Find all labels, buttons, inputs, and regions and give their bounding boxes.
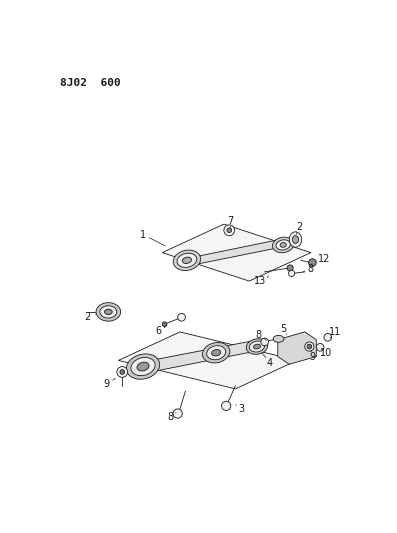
Circle shape [261, 338, 268, 346]
Ellipse shape [104, 309, 112, 314]
Text: 9: 9 [104, 378, 110, 389]
Ellipse shape [272, 237, 294, 253]
Text: 1: 1 [140, 230, 146, 240]
Text: 8: 8 [167, 411, 173, 422]
Polygon shape [139, 339, 263, 374]
Ellipse shape [273, 335, 284, 342]
Circle shape [307, 344, 312, 349]
Text: 4: 4 [267, 358, 273, 368]
Text: 2: 2 [296, 222, 303, 232]
Circle shape [117, 367, 127, 377]
Ellipse shape [96, 303, 121, 321]
Circle shape [173, 409, 182, 418]
Ellipse shape [131, 358, 155, 376]
Ellipse shape [202, 343, 230, 363]
Text: 10: 10 [320, 348, 332, 358]
Text: 7: 7 [227, 216, 234, 226]
Ellipse shape [293, 236, 299, 244]
Circle shape [178, 313, 185, 321]
Ellipse shape [182, 257, 191, 263]
Circle shape [120, 370, 125, 374]
Circle shape [305, 342, 314, 351]
Polygon shape [118, 332, 297, 389]
Text: 3: 3 [239, 404, 245, 414]
Ellipse shape [249, 341, 265, 352]
Circle shape [227, 228, 231, 232]
Circle shape [287, 265, 293, 271]
Circle shape [224, 225, 235, 236]
Circle shape [316, 343, 324, 351]
Polygon shape [278, 332, 316, 364]
Circle shape [289, 270, 295, 277]
Ellipse shape [173, 250, 200, 271]
Text: 12: 12 [318, 254, 330, 264]
Polygon shape [185, 238, 287, 266]
Ellipse shape [126, 354, 160, 379]
Ellipse shape [276, 240, 291, 250]
Ellipse shape [280, 243, 286, 247]
Text: 8J02  600: 8J02 600 [60, 78, 121, 88]
Polygon shape [162, 224, 311, 281]
Circle shape [222, 401, 231, 410]
Ellipse shape [254, 344, 260, 349]
Text: 2: 2 [85, 312, 91, 322]
Circle shape [162, 322, 167, 327]
Text: 5: 5 [280, 324, 286, 334]
Ellipse shape [100, 306, 117, 318]
Text: 13: 13 [254, 276, 266, 286]
Text: 8: 8 [307, 264, 313, 274]
Text: 11: 11 [330, 327, 342, 337]
Circle shape [324, 334, 331, 341]
Ellipse shape [212, 350, 221, 356]
Ellipse shape [177, 253, 197, 268]
Ellipse shape [289, 232, 302, 247]
Ellipse shape [137, 362, 149, 371]
Circle shape [308, 259, 316, 266]
Text: 9: 9 [309, 352, 316, 361]
Ellipse shape [207, 345, 225, 360]
Ellipse shape [246, 339, 268, 354]
Text: 6: 6 [155, 326, 162, 336]
Text: 8: 8 [255, 330, 262, 340]
